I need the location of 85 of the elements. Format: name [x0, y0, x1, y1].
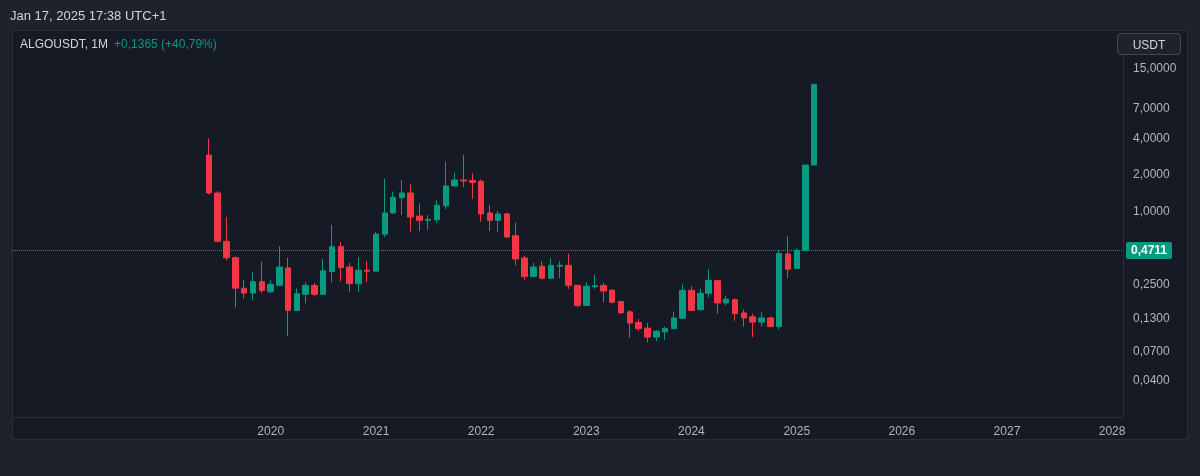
candlestick: [548, 257, 554, 280]
candlestick: [232, 255, 239, 308]
candlestick: [723, 295, 729, 306]
candlestick: [512, 222, 519, 266]
candlestick: [416, 202, 423, 232]
candlestick: [600, 282, 607, 303]
candlestick: [671, 310, 677, 330]
x-tick-label: 2024: [678, 424, 706, 438]
candlestick: [811, 83, 817, 166]
candlestick: [346, 262, 353, 293]
candlestick: [749, 313, 756, 338]
candlestick: [294, 287, 300, 312]
x-tick-label: 2028: [1098, 424, 1126, 438]
candlestick: [583, 281, 590, 307]
candlestick: [338, 241, 344, 282]
candlestick: [469, 172, 476, 200]
candlestick: [241, 279, 247, 299]
candlestick: [478, 178, 484, 223]
candlestick: [223, 216, 230, 261]
y-tick-label: 1,0000: [1133, 203, 1171, 218]
candlestick: [530, 262, 537, 278]
candlestick: [320, 258, 326, 296]
y-tick-label: 0,2500: [1133, 276, 1171, 291]
candlestick: [407, 183, 414, 233]
x-tick-label: 2023: [572, 424, 600, 438]
candlestick: [504, 212, 510, 239]
candlestick: [714, 279, 721, 315]
candlestick: [364, 260, 370, 283]
candlestick: [355, 256, 362, 293]
candlestick: [206, 137, 212, 195]
candlestick: [688, 285, 695, 312]
candlestick: [662, 326, 668, 341]
y-tick-label: 0,0700: [1133, 343, 1171, 358]
candlestick: [425, 214, 431, 231]
candlestick: [574, 284, 581, 308]
candlestick: [250, 271, 256, 301]
y-tick-label: 0,1300: [1133, 311, 1171, 326]
y-tick-label: 7,0000: [1133, 101, 1171, 116]
candlestick: [557, 260, 563, 279]
y-tick-label: 15,0000: [1133, 60, 1177, 75]
chart-title: ALGOUSDT, 1M: [20, 37, 109, 51]
candlestick: [267, 279, 274, 294]
candlestick: [741, 308, 747, 328]
x-tick-label: 2020: [257, 424, 285, 438]
candlestick: [311, 282, 318, 298]
candlestick: [434, 199, 440, 224]
candlestick: [679, 284, 686, 320]
y-tick-label: 0,0400: [1133, 373, 1171, 388]
candlestick: [627, 309, 633, 339]
y-axis-title: USDT: [1117, 33, 1181, 55]
candlestick: [495, 210, 501, 233]
candlestick: [732, 297, 738, 322]
candlestick: [214, 190, 221, 243]
x-tick-label: 2022: [467, 424, 495, 438]
x-tick-label: 2027: [993, 424, 1021, 438]
text: Jan 17, 2025 17:38 UTC+1: [10, 8, 167, 23]
chart-subtitle: +0,1365 (+40,79%): [114, 37, 217, 51]
candlestick: [521, 255, 528, 281]
candlestick: [399, 179, 405, 216]
candlestick: [644, 322, 651, 343]
candlestick: [565, 252, 572, 290]
y-tick-label: 2,0000: [1133, 167, 1171, 182]
x-tick-label: 2021: [362, 424, 390, 438]
candlestick: [259, 261, 265, 294]
ref-line-label: 0,4711: [1131, 243, 1168, 258]
candlestick: [767, 316, 774, 328]
candlestick: [592, 274, 598, 290]
candlestick: [443, 161, 449, 210]
candlestick: [451, 172, 458, 188]
candlestick: [758, 311, 765, 328]
candlestick: [487, 204, 493, 232]
y-tick-label: 4,0000: [1133, 130, 1171, 145]
candlestick: [302, 281, 309, 304]
candlestick: [390, 190, 396, 215]
candlestick: [285, 257, 291, 337]
candlestick: [618, 300, 624, 314]
x-tick-label: 2026: [888, 424, 916, 438]
candlestick: [460, 154, 467, 188]
x-tick-label: 2025: [783, 424, 811, 438]
candlestick: [609, 289, 615, 304]
candlestick: [635, 318, 642, 332]
candlestick: [382, 178, 388, 238]
candlestick: [539, 260, 545, 280]
candlestick: [653, 329, 660, 342]
candlestick: [785, 235, 791, 279]
